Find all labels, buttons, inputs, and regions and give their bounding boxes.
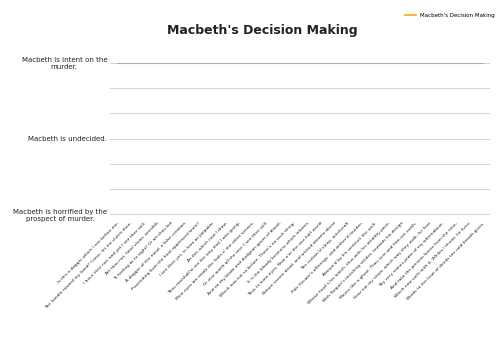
Legend: Macbeth's Decision Making: Macbeth's Decision Making [404,13,495,18]
Title: Macbeth's Decision Making: Macbeth's Decision Making [166,24,358,37]
